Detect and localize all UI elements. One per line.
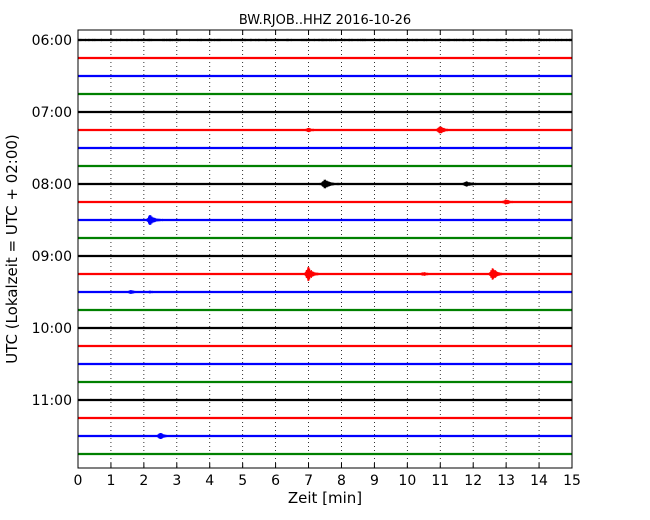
x-tick-label: 5 [238, 473, 247, 489]
x-tick-label: 8 [337, 473, 346, 489]
x-tick-label: 2 [139, 473, 148, 489]
x-tick-label: 14 [530, 473, 548, 489]
y-tick-label: 11:00 [32, 393, 72, 409]
x-tick-label: 6 [271, 473, 280, 489]
x-tick-label: 9 [370, 473, 379, 489]
plot-frame [77, 29, 573, 469]
x-tick-label: 4 [205, 473, 214, 489]
y-axis-ticks: 06:00 07:00 08:00 09:00 10:00 11:00 [32, 33, 572, 409]
y-tick-label: 07:00 [32, 105, 72, 121]
x-tick-label: 0 [74, 473, 83, 489]
x-tick-label: 10 [398, 473, 416, 489]
x-tick-label: 1 [106, 473, 115, 489]
x-tick-label: 3 [172, 473, 181, 489]
y-tick-label: 08:00 [32, 177, 72, 193]
y-tick-label: 06:00 [32, 33, 72, 49]
x-tick-label: 15 [563, 473, 581, 489]
x-tick-label: 7 [304, 473, 313, 489]
x-tick-label: 12 [464, 473, 482, 489]
x-axis-label: Zeit [min] [288, 489, 362, 507]
traces-group [77, 38, 573, 456]
x-tick-label: 13 [497, 473, 515, 489]
grid-lines [110, 30, 540, 468]
x-axis-ticks: 0 1 2 3 4 5 6 7 8 9 10 11 12 13 14 15 [74, 30, 581, 489]
y-tick-label: 10:00 [32, 321, 72, 337]
y-axis-label: UTC (Lokalzeit = UTC + 02:00) [3, 134, 21, 364]
y-tick-label: 09:00 [32, 249, 72, 265]
x-tick-label: 11 [431, 473, 449, 489]
chart-title: BW.RJOB..HHZ 2016-10-26 [239, 13, 411, 28]
